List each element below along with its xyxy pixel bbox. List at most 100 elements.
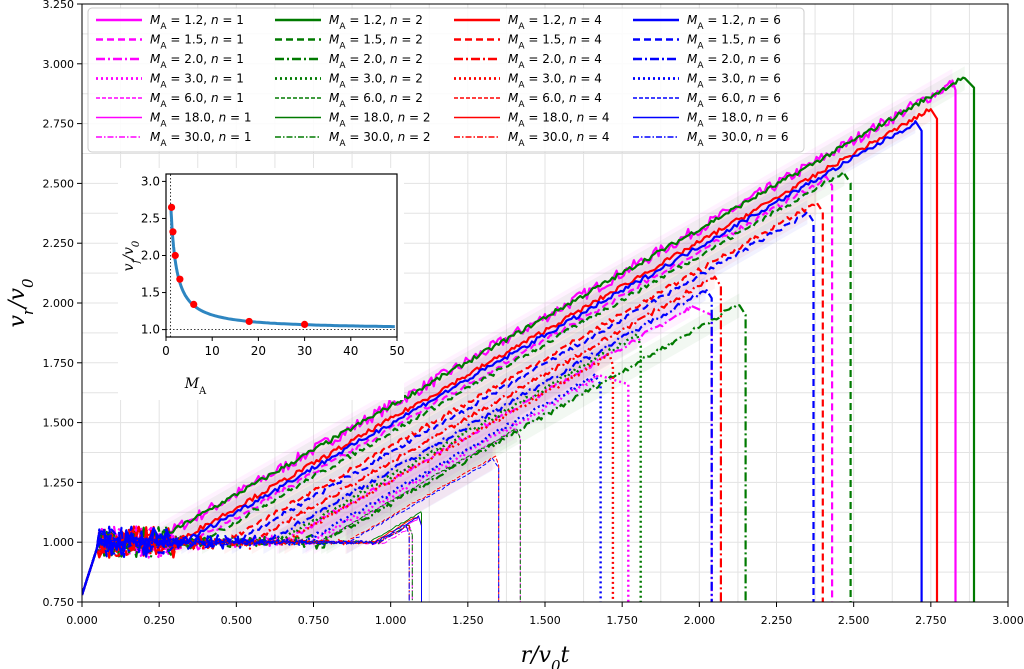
series-line-ma6_0-n6 — [82, 458, 500, 602]
x-tick-label: 2.500 — [838, 614, 870, 627]
inset-x-tick-label: 50 — [389, 344, 404, 358]
legend-entry: MA = 3.0, n = 4 — [508, 72, 602, 91]
series-band — [326, 293, 740, 555]
x-tick-label: 0.500 — [221, 614, 253, 627]
series-line-ma1_2-n4 — [82, 108, 939, 602]
y-tick-label: 1.750 — [43, 357, 75, 370]
series-line-ma1_2-n6 — [82, 120, 923, 602]
inset-x-axis-label: MA — [184, 376, 207, 397]
y-tick-label: 2.750 — [43, 118, 75, 131]
legend-entry: MA = 3.0, n = 1 — [150, 72, 244, 91]
legend-entry: MA = 2.0, n = 6 — [687, 52, 781, 71]
inset-chart: 0 10 20 30 40 50 1.0 1.5 2.0 2.5 3.0 MA vf/v0 — [118, 168, 405, 400]
legend-entry: MA = 30.0, n = 2 — [329, 130, 431, 149]
series-line-ma3_0-n4 — [82, 353, 615, 602]
series-band — [302, 362, 595, 555]
legend-entry: MA = 1.2, n = 2 — [329, 13, 423, 32]
inset-y-tick-label: 1.5 — [141, 286, 160, 300]
series-band — [346, 446, 493, 555]
x-axis-label: r/v0t — [521, 643, 570, 669]
x-tick-label: 3.000 — [992, 614, 1024, 627]
legend-entry: MA = 18.0, n = 2 — [329, 111, 431, 130]
inset-y-tick-label: 3.0 — [141, 174, 160, 188]
inset-y-tick-label: 1.0 — [141, 323, 160, 337]
legend-entry: MA = 6.0, n = 6 — [687, 91, 781, 110]
inset-x-tick-label: 40 — [343, 344, 358, 358]
legend-entry: MA = 30.0, n = 1 — [150, 130, 252, 149]
inset-data-point — [176, 275, 184, 283]
x-tick-label: 1.500 — [529, 614, 561, 627]
x-axis-ticks: 0.000 0.250 0.500 0.750 1.000 1.250 1.500 1.750… — [66, 602, 1024, 627]
legend-entry: MA = 1.2, n = 1 — [150, 13, 244, 32]
legend-entry: MA = 3.0, n = 6 — [687, 72, 781, 91]
inset-data-point — [167, 203, 176, 211]
y-tick-label: 2.500 — [43, 177, 75, 190]
x-tick-label: 1.750 — [606, 614, 638, 627]
y-tick-label: 1.000 — [43, 536, 75, 549]
inset-y-tick-label: 2.5 — [141, 211, 160, 225]
y-axis-ticks: 0.750 1.000 1.250 1.500 1.750 2.000 2.250 2.500… — [43, 0, 82, 609]
y-tick-label: 3.250 — [43, 0, 75, 11]
legend-entry: MA = 30.0, n = 6 — [687, 130, 789, 149]
legend-entry: MA = 1.2, n = 6 — [687, 13, 781, 32]
series-band — [277, 293, 691, 555]
x-tick-label: 0.750 — [298, 614, 330, 627]
inset-background — [118, 168, 404, 400]
series-line-ma1_2-n2 — [82, 76, 976, 602]
x-tick-label: 0.000 — [66, 614, 98, 627]
series-line-ma6_0-n4 — [82, 455, 500, 602]
inset-x-tick-label: 0 — [162, 344, 170, 358]
legend-entry: MA = 1.5, n = 1 — [150, 33, 244, 52]
inset-y-tick-label: 2.0 — [141, 249, 160, 263]
x-tick-label: 2.750 — [915, 614, 947, 627]
legend-entry: MA = 18.0, n = 6 — [687, 111, 789, 130]
series-line-ma2_0-n4 — [82, 275, 722, 602]
legend-entry: MA = 2.0, n = 1 — [150, 52, 244, 71]
x-tick-label: 1.000 — [375, 614, 407, 627]
legend-entry: MA = 18.0, n = 4 — [508, 111, 610, 130]
y-tick-label: 1.250 — [43, 476, 75, 489]
legend-box — [87, 7, 805, 153]
inset-data-point — [245, 317, 253, 326]
inset-x-tick-label: 20 — [251, 344, 266, 358]
inset-fit-curve — [169, 209, 395, 329]
legend-entry: MA = 18.0, n = 1 — [150, 111, 252, 130]
y-tick-label: 1.500 — [43, 417, 75, 430]
series-line-ma1_5-n1 — [82, 175, 834, 602]
legend-entry: MA = 1.2, n = 4 — [508, 13, 602, 32]
y-tick-label: 2.000 — [43, 297, 75, 310]
series-line-ma1_5-n6 — [82, 211, 815, 602]
legend: MA = 1.2, n = 1MA = 1.5, n = 1MA = 2.0, … — [87, 7, 805, 153]
series-line-ma2_0-n6 — [82, 287, 713, 602]
inset-data-point — [190, 300, 198, 308]
inset-y-axis-label: vf/v0 — [121, 240, 142, 271]
series-line-ma3_0-n1 — [82, 373, 630, 602]
legend-entry: MA = 2.0, n = 2 — [329, 52, 423, 71]
legend-entry: MA = 1.5, n = 4 — [508, 33, 602, 52]
inset-data-point — [169, 228, 177, 236]
legend-entry: MA = 6.0, n = 2 — [329, 91, 423, 110]
y-tick-label: 0.750 — [43, 596, 75, 609]
x-tick-label: 2.000 — [684, 614, 716, 627]
inset-x-tick-label: 30 — [297, 344, 312, 358]
y-tick-label: 3.000 — [43, 58, 75, 71]
inset-data-point — [171, 251, 179, 260]
legend-entry: MA = 3.0, n = 2 — [329, 72, 423, 91]
legend-entry: MA = 6.0, n = 4 — [508, 91, 602, 110]
series-line-ma3_0-n6 — [82, 373, 602, 602]
x-tick-label: 1.250 — [452, 614, 484, 627]
series-band — [147, 68, 953, 555]
series-layer — [82, 76, 976, 602]
legend-entry: MA = 1.5, n = 2 — [329, 33, 423, 52]
legend-entry: MA = 2.0, n = 4 — [508, 52, 602, 71]
inset-x-tick-label: 10 — [205, 344, 220, 358]
y-tick-label: 2.250 — [43, 237, 75, 250]
y-axis-label: vr/v0 — [5, 278, 37, 327]
series-line-ma1_5-n4 — [82, 201, 824, 602]
x-tick-label: 0.250 — [143, 614, 175, 627]
inset-data-point — [301, 320, 309, 329]
series-line-ma1_5-n2 — [82, 170, 852, 602]
x-tick-label: 2.250 — [761, 614, 793, 627]
series-line-ma30_0-n6 — [82, 525, 410, 602]
